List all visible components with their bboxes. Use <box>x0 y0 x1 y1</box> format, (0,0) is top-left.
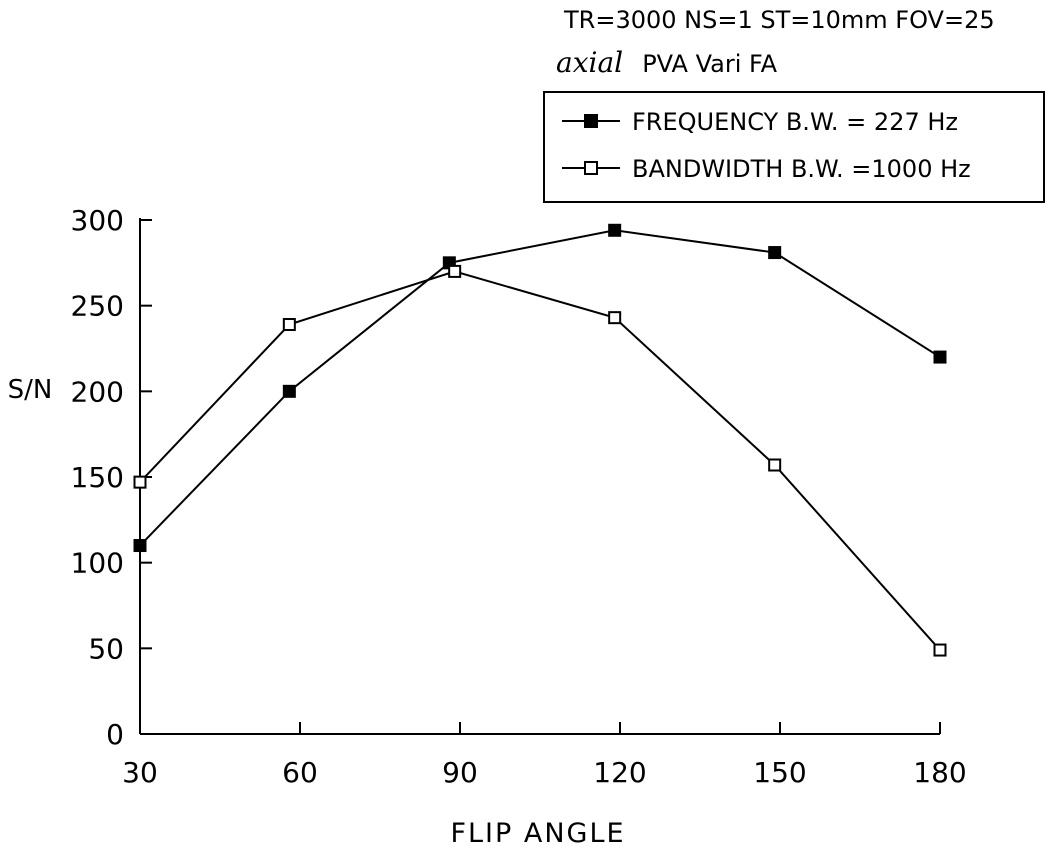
legend-box <box>543 91 1045 203</box>
data-point-s1-5 <box>933 643 947 657</box>
x-axis-ticks: 30 60 90 120 150 180 <box>122 722 967 789</box>
data-point-s1-2 <box>448 264 462 278</box>
data-point-s0-5 <box>933 350 947 364</box>
x-tick-label-180: 180 <box>913 756 966 789</box>
legend-label-frequency: FREQUENCY B.W. = 227 Hz <box>632 108 958 136</box>
y-tick-label-250: 250 <box>71 290 124 323</box>
chart-header-line2-rest: PVA Vari FA <box>642 50 777 78</box>
y-axis-ticks: 0 50 100 150 200 250 300 <box>71 204 152 751</box>
chart-header-line2-prefix: axial <box>556 46 623 79</box>
data-point-s0-1 <box>282 384 296 398</box>
x-tick-label-90: 90 <box>442 756 478 789</box>
legend-item-frequency: FREQUENCY B.W. = 227 Hz <box>562 108 958 136</box>
data-point-s0-4 <box>768 246 782 260</box>
x-axis-label: FLIP ANGLE <box>450 818 625 849</box>
data-point-s1-4 <box>768 458 782 472</box>
data-point-s1-3 <box>608 311 622 325</box>
y-tick-label-0: 0 <box>106 718 124 751</box>
legend-marker-frequency <box>584 114 598 128</box>
y-axis-label: S/N <box>8 375 53 405</box>
series-line-0 <box>139 229 941 547</box>
data-point-s1-0 <box>133 475 147 489</box>
chart-header-line1: TR=3000 NS=1 ST=10mm FOV=25 <box>563 6 995 34</box>
y-tick-label-100: 100 <box>71 547 124 580</box>
x-tick-label-120: 120 <box>593 756 646 789</box>
data-point-s1-1 <box>282 318 296 332</box>
data-point-s0-3 <box>608 223 622 237</box>
x-tick-label-60: 60 <box>282 756 318 789</box>
legend: FREQUENCY B.W. = 227 Hz BANDWIDTH B.W. =… <box>543 91 1045 203</box>
legend-label-bandwidth: BANDWIDTH B.W. =1000 Hz <box>632 155 971 183</box>
data-point-s0-0 <box>133 539 147 553</box>
x-tick-label-30: 30 <box>122 756 158 789</box>
y-tick-label-50: 50 <box>88 632 124 665</box>
series-0 <box>133 223 947 553</box>
series-layer <box>133 223 947 657</box>
y-tick-label-200: 200 <box>71 375 124 408</box>
x-tick-label-150: 150 <box>753 756 806 789</box>
chart-header-line2: axial PVA Vari FA <box>556 46 778 79</box>
series-line-1 <box>139 270 941 651</box>
legend-marker-bandwidth <box>584 161 598 175</box>
legend-item-bandwidth: BANDWIDTH B.W. =1000 Hz <box>562 155 971 183</box>
series-1 <box>133 264 947 657</box>
y-tick-label-150: 150 <box>71 461 124 494</box>
y-tick-label-300: 300 <box>71 204 124 237</box>
